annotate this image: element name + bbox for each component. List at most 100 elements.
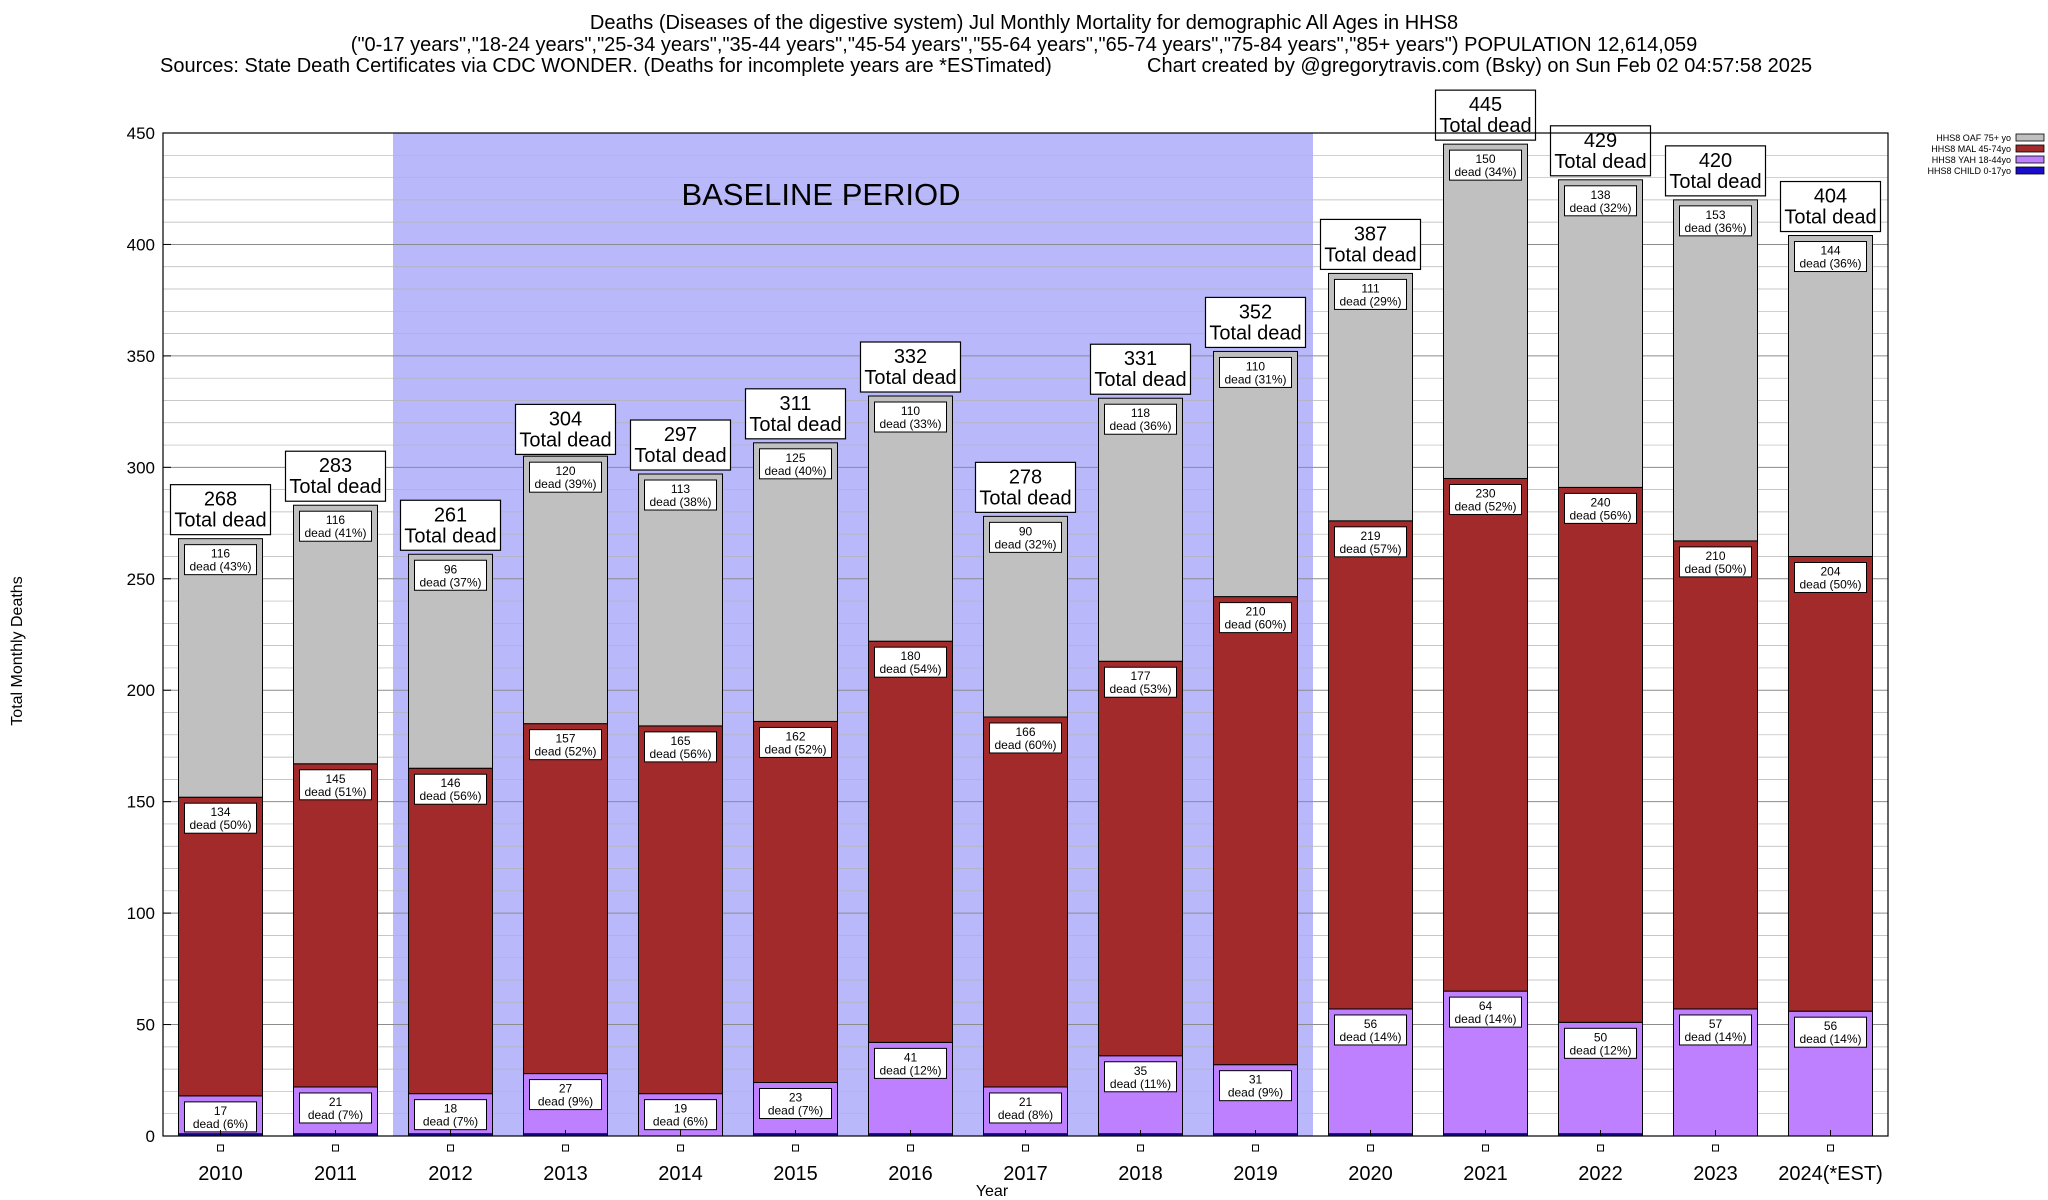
bar-segment — [293, 504, 378, 765]
bar-segment — [1213, 596, 1298, 1066]
segment-label-percent: dead (14%) — [1454, 1012, 1516, 1026]
total-label-text: Total dead — [1669, 171, 1761, 193]
segment-label-box — [1104, 403, 1177, 435]
segment-label-percent: dead (53%) — [1109, 682, 1171, 696]
x-tick-marker — [1137, 1144, 1144, 1152]
segment-label-percent: dead (14%) — [1339, 1030, 1401, 1044]
x-tick-label: 2023 — [1693, 1163, 1738, 1185]
total-label-value: 268 — [204, 489, 237, 511]
segment-label-percent: dead (12%) — [879, 1063, 941, 1077]
legend-label: HHS8 CHILD 0-17yo — [1927, 166, 2011, 176]
segment-label-value: 138 — [1590, 188, 1610, 202]
segment-label-value: 153 — [1705, 208, 1725, 222]
y-tick-label: 100 — [127, 904, 155, 923]
y-tick-label: 300 — [127, 458, 155, 477]
total-label-value: 387 — [1354, 223, 1387, 245]
segment-label-value: 166 — [1015, 725, 1035, 739]
segment-label-box — [1449, 149, 1522, 181]
segment-label-value: 31 — [1249, 1073, 1263, 1087]
segment-label-box — [1794, 1016, 1867, 1048]
segment-label-percent: dead (54%) — [879, 662, 941, 676]
segment-label-percent: dead (9%) — [538, 1095, 593, 1109]
segment-label-box — [874, 646, 947, 678]
segment-label-percent: dead (56%) — [649, 747, 711, 761]
segment-label-percent: dead (57%) — [1339, 542, 1401, 556]
bar-segment — [1328, 520, 1413, 1010]
total-label-text: Total dead — [289, 476, 381, 498]
x-tick-label: 2020 — [1348, 1163, 1393, 1185]
segment-label-percent: dead (50%) — [1684, 562, 1746, 576]
segment-label-value: 116 — [211, 547, 230, 561]
legend-swatch — [2015, 155, 2045, 164]
total-label-value: 278 — [1009, 466, 1042, 488]
segment-label-percent: dead (40%) — [764, 464, 826, 478]
segment-label-box — [184, 802, 257, 834]
segment-label-value: 17 — [214, 1104, 228, 1118]
legend-swatch — [2015, 144, 2045, 153]
segment-label-box — [1104, 666, 1177, 698]
total-label-text: Total dead — [174, 510, 266, 532]
total-label-value: 404 — [1814, 186, 1847, 208]
segment-label-value: 56 — [1824, 1019, 1838, 1033]
segment-label-value: 219 — [1360, 529, 1380, 543]
bar-segment — [1213, 350, 1298, 598]
segment-label-percent: dead (50%) — [189, 818, 251, 832]
total-label-box — [1779, 180, 1882, 233]
y-axis-label: Total Monthly Deaths — [9, 576, 26, 725]
segment-label-box — [1219, 356, 1292, 388]
segment-label-percent: dead (50%) — [1799, 577, 1861, 591]
total-label-value: 331 — [1124, 348, 1157, 370]
segment-label-box — [644, 1099, 717, 1131]
x-tick-marker — [1482, 1144, 1489, 1152]
plot-frame — [162, 132, 1889, 1137]
y-tick-label: 400 — [127, 235, 155, 254]
total-label-text: Total dead — [1209, 322, 1301, 344]
segment-label-value: 50 — [1594, 1030, 1608, 1044]
x-tick-label: 2013 — [543, 1163, 588, 1185]
segment-label-value: 180 — [900, 649, 920, 663]
segment-label-percent: dead (52%) — [764, 742, 826, 756]
x-tick-marker — [1022, 1144, 1029, 1152]
bar-segment — [1788, 235, 1873, 557]
segment-label-value: 113 — [671, 482, 690, 496]
segment-label-percent: dead (52%) — [534, 745, 596, 759]
total-label-value: 283 — [319, 455, 352, 477]
y-tick-label: 350 — [127, 347, 155, 366]
segment-label-value: 204 — [1820, 564, 1840, 578]
segment-label-value: 210 — [1705, 549, 1725, 563]
total-label-value: 261 — [434, 504, 467, 526]
total-label-value: 311 — [780, 393, 812, 415]
total-label-box — [1204, 296, 1307, 349]
segment-label-value: 57 — [1709, 1017, 1723, 1031]
total-label-box — [744, 388, 847, 440]
segment-label-value: 116 — [326, 513, 345, 527]
segment-label-percent: dead (60%) — [994, 738, 1056, 752]
x-tick-label: 2014 — [658, 1163, 703, 1185]
segment-label-box — [989, 722, 1062, 754]
bar-segment — [1673, 540, 1758, 1010]
x-tick-label: 2018 — [1118, 1163, 1163, 1185]
segment-label-box — [1794, 241, 1867, 273]
total-label-text: Total dead — [749, 414, 841, 436]
total-label-value: 420 — [1699, 150, 1732, 172]
total-label-text: Total dead — [1439, 115, 1531, 137]
x-tick-label: 2012 — [428, 1163, 473, 1185]
total-label-box — [399, 499, 502, 551]
legend-label: HHS8 OAF 75+ yo — [1936, 133, 2011, 143]
x-tick-marker — [447, 1144, 454, 1152]
total-label-box — [1434, 89, 1537, 141]
segment-label-value: 21 — [1019, 1095, 1033, 1109]
bar-segment — [1558, 486, 1643, 1023]
total-label-text: Total dead — [1324, 244, 1416, 266]
total-label-text: Total dead — [1554, 151, 1646, 173]
segment-label-percent: dead (14%) — [1799, 1032, 1861, 1046]
total-label-text: Total dead — [864, 367, 956, 389]
segment-label-value: 146 — [440, 776, 460, 790]
total-label-box — [284, 450, 387, 502]
segment-label-value: 150 — [1475, 152, 1495, 166]
segment-label-value: 96 — [444, 562, 458, 576]
total-label-text: Total dead — [1094, 369, 1186, 391]
bar-segment — [1328, 272, 1413, 522]
bar-segment — [293, 763, 378, 1088]
